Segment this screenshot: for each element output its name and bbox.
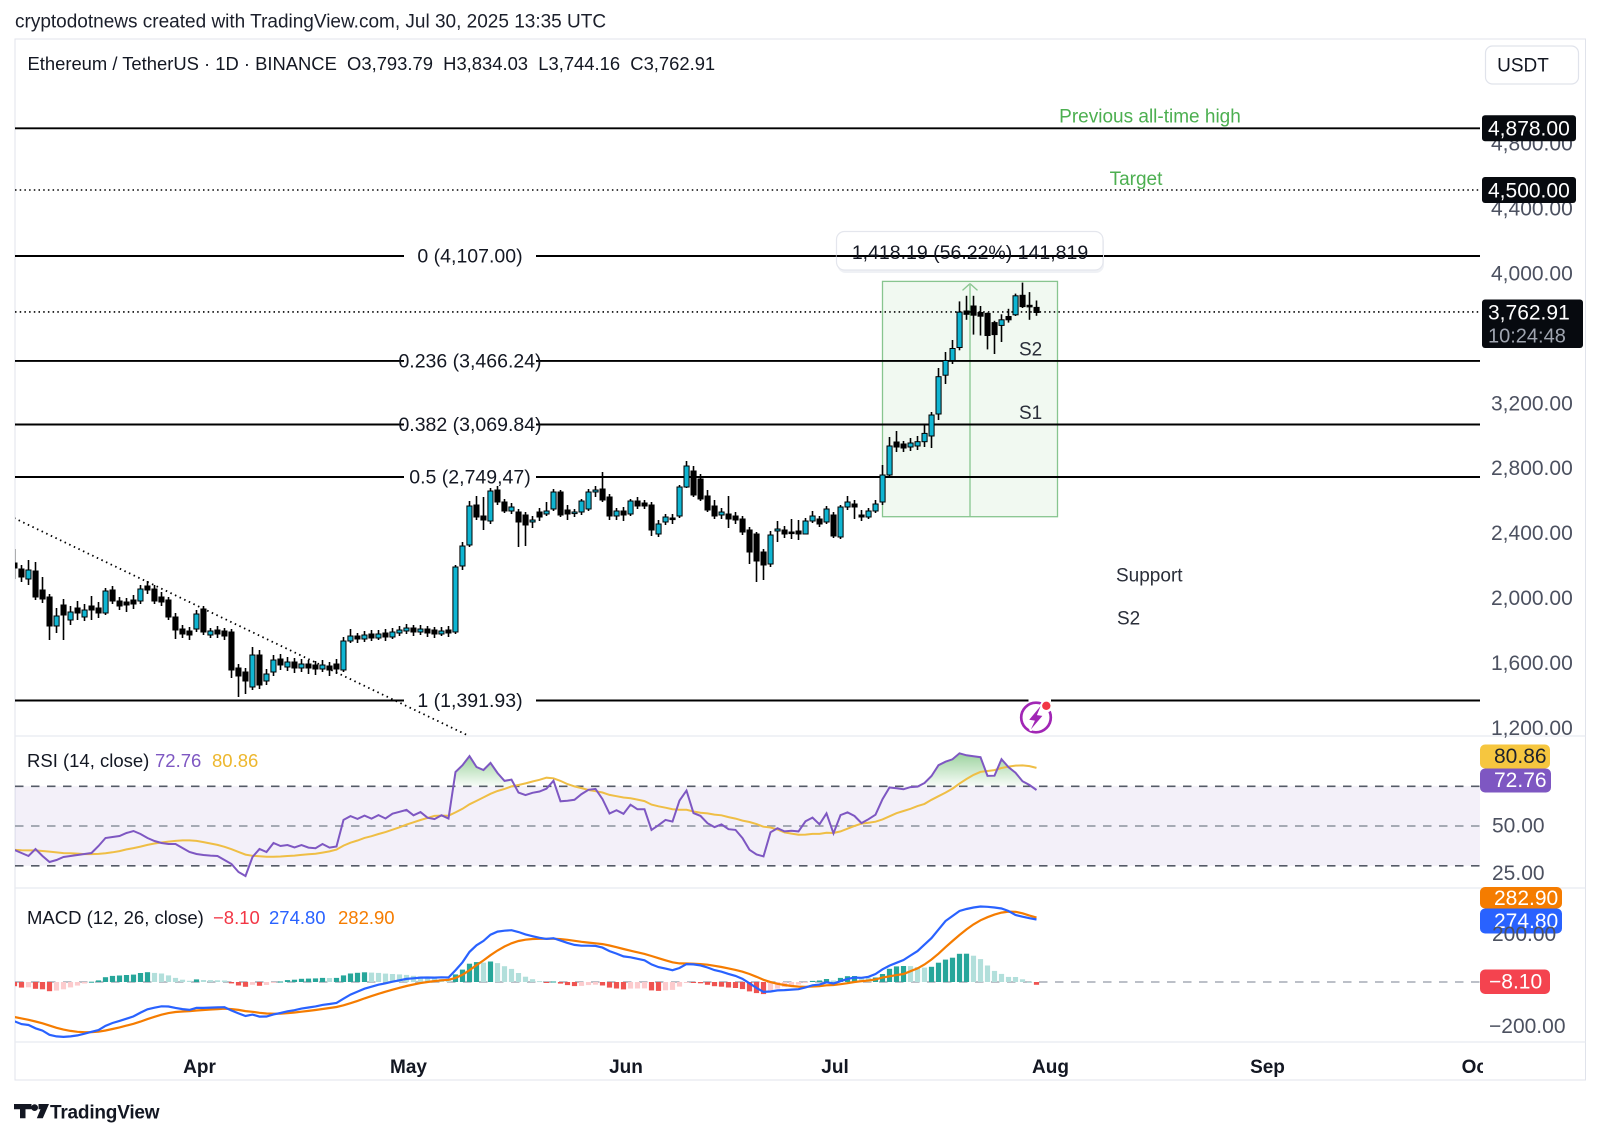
svg-text:282.90: 282.90 <box>338 907 395 928</box>
svg-text:2,400.00: 2,400.00 <box>1491 522 1573 545</box>
svg-text:Previous all-time high: Previous all-time high <box>1059 107 1241 128</box>
svg-text:USDT: USDT <box>1497 56 1549 77</box>
svg-text:Aug: Aug <box>1032 1057 1069 1078</box>
svg-text:May: May <box>390 1057 427 1078</box>
svg-text:3,200.00: 3,200.00 <box>1491 392 1573 415</box>
svg-text:Oct: Oct <box>1462 1057 1494 1078</box>
svg-text:4,400.00: 4,400.00 <box>1491 197 1573 220</box>
svg-text:S2: S2 <box>1019 340 1042 361</box>
svg-text:1 (1,391.93): 1 (1,391.93) <box>417 690 522 712</box>
svg-text:4,878.00: 4,878.00 <box>1488 118 1570 141</box>
svg-text:274.80: 274.80 <box>269 907 326 928</box>
svg-text:4,500.00: 4,500.00 <box>1488 180 1570 203</box>
svg-text:50.00: 50.00 <box>1492 815 1545 838</box>
svg-text:2,000.00: 2,000.00 <box>1491 587 1573 610</box>
svg-text:−200.00: −200.00 <box>1489 1015 1566 1038</box>
svg-text:Apr: Apr <box>183 1057 216 1078</box>
svg-text:1,418.19 (56.22%) 141,819: 1,418.19 (56.22%) 141,819 <box>852 242 1088 264</box>
svg-text:274.80: 274.80 <box>1494 910 1558 933</box>
svg-text:1,600.00: 1,600.00 <box>1491 652 1573 675</box>
svg-text:S1: S1 <box>1019 403 1042 424</box>
svg-text:Target: Target <box>1110 169 1164 190</box>
svg-text:Ethereum / TetherUS · 1D · BIN: Ethereum / TetherUS · 1D · BINANCE O3,79… <box>28 53 716 74</box>
svg-text:282.90: 282.90 <box>1494 887 1558 910</box>
svg-text:72.76: 72.76 <box>1494 769 1547 792</box>
svg-text:MACD (12, 26, close): MACD (12, 26, close) <box>27 907 204 928</box>
svg-text:Jul: Jul <box>821 1057 848 1078</box>
svg-text:0.382 (3,069.84): 0.382 (3,069.84) <box>398 414 541 436</box>
svg-text:80.86: 80.86 <box>212 750 258 771</box>
svg-text:10:24:48: 10:24:48 <box>1488 326 1566 348</box>
svg-text:25.00: 25.00 <box>1492 862 1545 885</box>
svg-text:200.00: 200.00 <box>1492 923 1556 946</box>
svg-text:3,762.91: 3,762.91 <box>1488 302 1570 325</box>
svg-text:Support: Support <box>1116 566 1183 587</box>
svg-text:1,200.00: 1,200.00 <box>1491 717 1573 740</box>
svg-text:Jun: Jun <box>609 1057 643 1078</box>
svg-text:cryptodotnews created with Tra: cryptodotnews created with TradingView.c… <box>15 12 606 33</box>
svg-text:72.76: 72.76 <box>155 750 201 771</box>
svg-text:80.86: 80.86 <box>1494 745 1547 768</box>
svg-text:−8.10: −8.10 <box>213 907 260 928</box>
svg-text:TradingView: TradingView <box>50 1103 160 1124</box>
svg-text:Sep: Sep <box>1250 1057 1285 1078</box>
svg-text:RSI (14, close): RSI (14, close) <box>27 750 149 771</box>
svg-text:4,000.00: 4,000.00 <box>1491 262 1573 285</box>
svg-text:0.236 (3,466.24): 0.236 (3,466.24) <box>398 350 541 372</box>
svg-text:−8.10: −8.10 <box>1489 971 1542 994</box>
svg-text:S2: S2 <box>1117 609 1140 630</box>
svg-text:2,800.00: 2,800.00 <box>1491 457 1573 480</box>
svg-text:0 (4,107.00): 0 (4,107.00) <box>417 246 522 268</box>
svg-text:0.5 (2,749,47): 0.5 (2,749,47) <box>409 467 530 489</box>
